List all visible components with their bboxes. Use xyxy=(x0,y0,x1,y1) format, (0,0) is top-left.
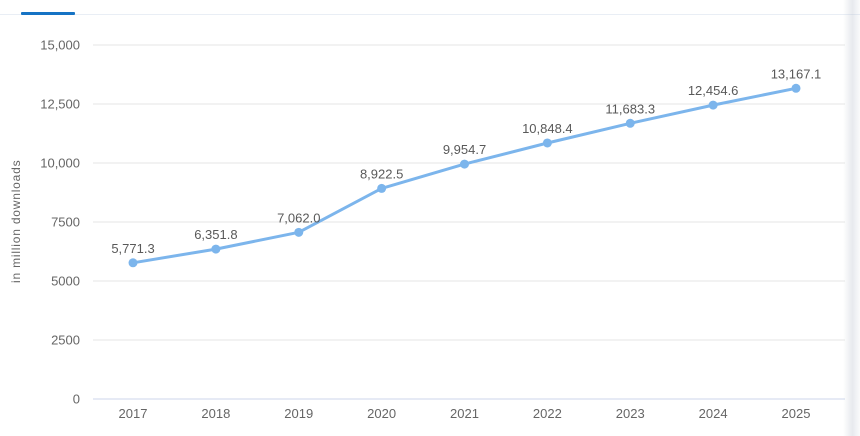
data-point[interactable] xyxy=(791,83,801,93)
y-tick-label: 15,000 xyxy=(40,38,80,53)
y-tick-label: 10,000 xyxy=(40,156,80,171)
x-tick-label: 2017 xyxy=(119,406,148,421)
data-point[interactable] xyxy=(377,183,387,193)
data-point-label: 8,922.5 xyxy=(360,166,403,181)
x-tick-label: 2022 xyxy=(533,406,562,421)
x-tick-label: 2021 xyxy=(450,406,479,421)
data-point[interactable] xyxy=(128,258,138,268)
data-point[interactable] xyxy=(460,159,469,169)
data-point-label: 7,062.0 xyxy=(277,210,320,225)
y-tick-label: 2500 xyxy=(51,333,80,348)
x-tick-label: 2020 xyxy=(367,406,396,421)
data-point-label: 5,771.3 xyxy=(111,241,154,256)
data-point[interactable] xyxy=(294,227,304,237)
x-tick-label: 2018 xyxy=(201,406,230,421)
x-tick-label: 2019 xyxy=(284,406,313,421)
data-point-label: 13,167.1 xyxy=(771,66,822,81)
data-point[interactable] xyxy=(211,244,221,254)
data-point-label: 9,954.7 xyxy=(443,142,486,157)
active-tab-indicator[interactable] xyxy=(21,12,75,15)
tabs-divider xyxy=(0,14,860,15)
data-point-label: 6,351.8 xyxy=(194,227,237,242)
y-tick-label: 7500 xyxy=(51,215,80,230)
data-point-label: 10,848.4 xyxy=(522,121,573,136)
x-tick-label: 2023 xyxy=(616,406,645,421)
x-tick-label: 2024 xyxy=(699,406,728,421)
data-point[interactable] xyxy=(708,100,718,110)
data-point-label: 11,683.3 xyxy=(605,101,655,116)
data-point-label: 12,454.6 xyxy=(688,83,739,98)
data-point[interactable] xyxy=(625,118,635,128)
y-tick-label: 12,500 xyxy=(40,97,80,112)
data-point[interactable] xyxy=(542,138,552,148)
y-tick-label: 0 xyxy=(73,392,80,407)
y-tick-label: 5000 xyxy=(51,274,80,289)
x-tick-label: 2025 xyxy=(782,406,811,421)
